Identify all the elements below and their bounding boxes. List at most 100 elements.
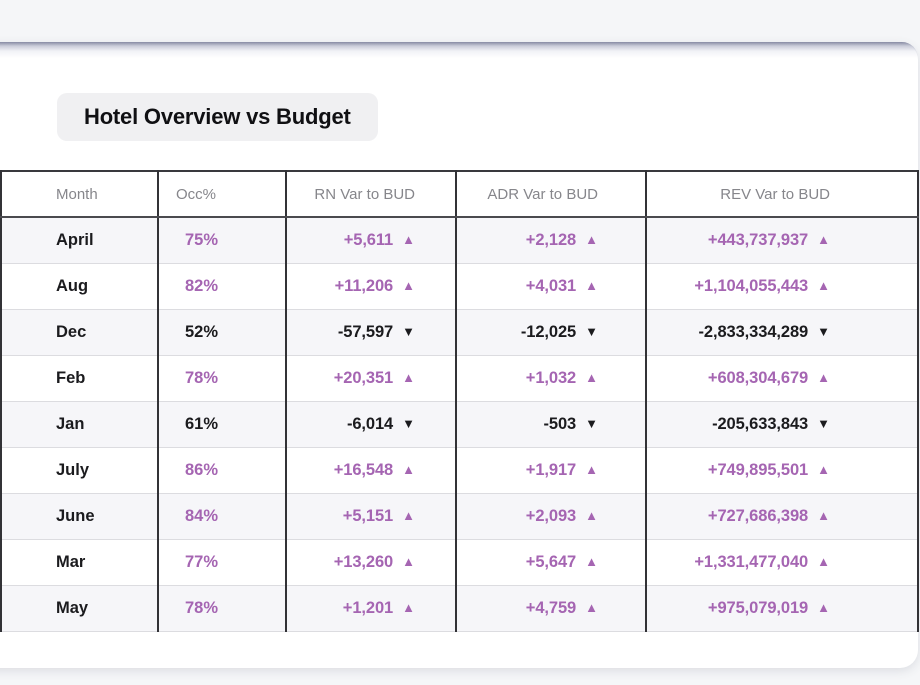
table-row: June 84% +5,151 ▲ +2,093 ▲ +727,686,398 ▲ [0, 493, 919, 540]
trend-up-icon: ▲ [817, 600, 830, 615]
variance-value: +16,548 [333, 461, 394, 479]
occ-cell: 82% [157, 263, 287, 310]
rn-var-cell: +5,611 ▲ [285, 217, 457, 264]
trend-up-icon: ▲ [402, 370, 415, 385]
hotel-overview-table: Month Occ% RN Var to BUD ADR Var to BUD … [0, 170, 919, 632]
rev-var-cell: -2,833,334,289 ▼ [645, 309, 919, 356]
rn-var-cell: +13,260 ▲ [285, 539, 457, 586]
trend-up-icon: ▲ [817, 232, 830, 247]
column-header-rev-var[interactable]: REV Var to BUD [645, 171, 919, 218]
variance-value: +5,611 [343, 231, 394, 249]
variance-value: +2,128 [525, 231, 577, 249]
column-header-occ[interactable]: Occ% [157, 171, 287, 218]
trend-up-icon: ▲ [817, 462, 830, 477]
trend-down-icon: ▼ [585, 324, 598, 339]
variance-value: -205,633,843 [712, 415, 809, 433]
variance-value: +443,737,937 [707, 231, 809, 249]
variance-value: +727,686,398 [707, 507, 809, 525]
trend-up-icon: ▲ [585, 554, 598, 569]
table-body: April 75% +5,611 ▲ +2,128 ▲ +443,737,937 ▲ … [0, 217, 919, 632]
trend-up-icon: ▲ [402, 232, 415, 247]
adr-var-cell: +1,032 ▲ [455, 355, 647, 402]
variance-value: -57,597 [337, 323, 394, 341]
trend-down-icon: ▼ [817, 324, 830, 339]
column-header-adr-var[interactable]: ADR Var to BUD [455, 171, 647, 218]
month-cell: Feb [0, 355, 159, 402]
trend-up-icon: ▲ [402, 508, 415, 523]
variance-value: +5,151 [342, 507, 394, 525]
table-header: Month Occ% RN Var to BUD ADR Var to BUD … [0, 171, 919, 218]
variance-value: -6,014 [346, 415, 394, 433]
trend-up-icon: ▲ [402, 462, 415, 477]
adr-var-cell: +2,128 ▲ [455, 217, 647, 264]
month-cell: April [0, 217, 159, 264]
table-row: April 75% +5,611 ▲ +2,128 ▲ +443,737,937 ▲ [0, 217, 919, 264]
adr-var-cell: -503 ▼ [455, 401, 647, 448]
rev-var-cell: +975,079,019 ▲ [645, 585, 919, 632]
variance-value: +2,093 [525, 507, 577, 525]
rev-var-cell: +443,737,937 ▲ [645, 217, 919, 264]
occ-cell: 52% [157, 309, 287, 356]
variance-value: +749,895,501 [707, 461, 809, 479]
month-cell: Jan [0, 401, 159, 448]
variance-value: +13,260 [333, 553, 394, 571]
trend-down-icon: ▼ [402, 416, 415, 431]
column-header-rn-var[interactable]: RN Var to BUD [285, 171, 457, 218]
trend-up-icon: ▲ [402, 600, 415, 615]
variance-value: +608,304,679 [707, 369, 809, 387]
variance-value: -2,833,334,289 [698, 323, 809, 341]
occ-cell: 61% [157, 401, 287, 448]
trend-up-icon: ▲ [402, 278, 415, 293]
occ-cell: 78% [157, 585, 287, 632]
month-cell: July [0, 447, 159, 494]
variance-value: +4,759 [525, 599, 577, 617]
rn-var-cell: +11,206 ▲ [285, 263, 457, 310]
variance-value: +11,206 [334, 277, 394, 295]
rev-var-cell: +608,304,679 ▲ [645, 355, 919, 402]
table-row: Dec 52% -57,597 ▼ -12,025 ▼ -2,833,334,289… [0, 309, 919, 356]
occ-cell: 75% [157, 217, 287, 264]
variance-value: +1,331,477,040 [694, 553, 809, 571]
month-cell: June [0, 493, 159, 540]
variance-value: -12,025 [520, 323, 577, 341]
occ-cell: 77% [157, 539, 287, 586]
trend-down-icon: ▼ [402, 324, 415, 339]
adr-var-cell: +5,647 ▲ [455, 539, 647, 586]
occ-cell: 86% [157, 447, 287, 494]
rn-var-cell: -6,014 ▼ [285, 401, 457, 448]
table-row: Feb 78% +20,351 ▲ +1,032 ▲ +608,304,679 ▲ [0, 355, 919, 402]
rn-var-cell: +1,201 ▲ [285, 585, 457, 632]
rev-var-cell: -205,633,843 ▼ [645, 401, 919, 448]
variance-value: +5,647 [525, 553, 577, 571]
month-cell: Dec [0, 309, 159, 356]
trend-up-icon: ▲ [817, 278, 830, 293]
variance-value: +1,201 [342, 599, 394, 617]
table-row: July 86% +16,548 ▲ +1,917 ▲ +749,895,501 ▲ [0, 447, 919, 494]
variance-value: +975,079,019 [707, 599, 809, 617]
table-header-row: Month Occ% RN Var to BUD ADR Var to BUD … [0, 171, 919, 218]
rn-var-cell: +5,151 ▲ [285, 493, 457, 540]
trend-up-icon: ▲ [585, 508, 598, 523]
table-row: May 78% +1,201 ▲ +4,759 ▲ +975,079,019 ▲ [0, 585, 919, 632]
month-cell: May [0, 585, 159, 632]
trend-up-icon: ▲ [585, 278, 598, 293]
adr-var-cell: +4,759 ▲ [455, 585, 647, 632]
adr-var-cell: +4,031 ▲ [455, 263, 647, 310]
occ-cell: 84% [157, 493, 287, 540]
table-row: Aug 82% +11,206 ▲ +4,031 ▲ +1,104,055,443 ▲ [0, 263, 919, 310]
column-header-month[interactable]: Month [0, 171, 159, 218]
trend-up-icon: ▲ [817, 508, 830, 523]
trend-up-icon: ▲ [817, 370, 830, 385]
trend-up-icon: ▲ [585, 462, 598, 477]
report-card: Hotel Overview vs Budget Month Occ% RN V… [0, 42, 919, 668]
trend-up-icon: ▲ [585, 600, 598, 615]
table-row: Jan 61% -6,014 ▼ -503 ▼ -205,633,843 ▼ [0, 401, 919, 448]
adr-var-cell: +2,093 ▲ [455, 493, 647, 540]
rev-var-cell: +1,104,055,443 ▲ [645, 263, 919, 310]
adr-var-cell: -12,025 ▼ [455, 309, 647, 356]
page-title: Hotel Overview vs Budget [57, 93, 378, 141]
month-cell: Mar [0, 539, 159, 586]
trend-up-icon: ▲ [585, 232, 598, 247]
adr-var-cell: +1,917 ▲ [455, 447, 647, 494]
